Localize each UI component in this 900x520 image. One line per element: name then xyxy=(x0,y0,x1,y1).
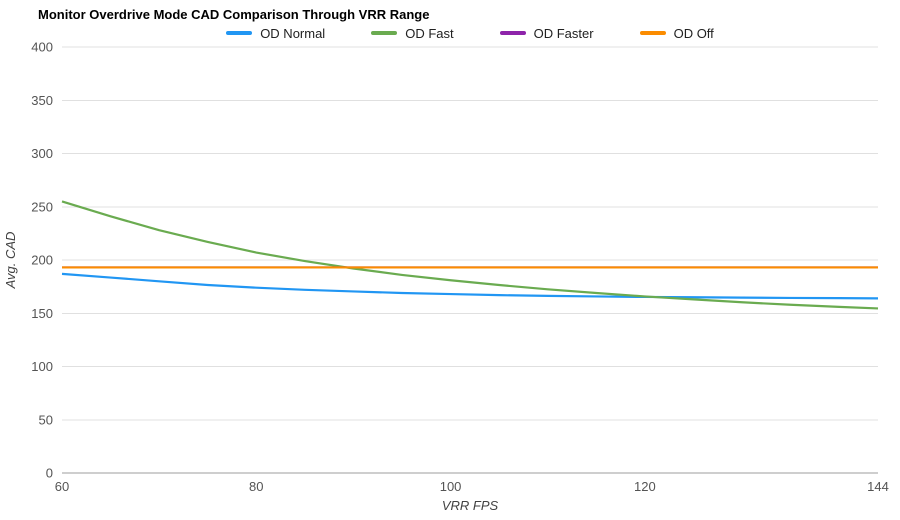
x-tick-label-80: 80 xyxy=(249,479,263,494)
legend-item-od-normal: OD Normal xyxy=(226,26,325,41)
y-tick-label-50: 50 xyxy=(39,412,53,427)
y-tick-label-150: 150 xyxy=(31,306,53,321)
x-tick-label-144: 144 xyxy=(867,479,889,494)
legend-label-od-normal: OD Normal xyxy=(260,25,326,41)
legend-swatch-od-fast xyxy=(371,31,398,35)
y-tick-label-0: 0 xyxy=(46,466,53,481)
y-tick-label-400: 400 xyxy=(31,40,53,55)
y-tick-label-250: 250 xyxy=(31,199,53,214)
x-axis-title: VRR FPS xyxy=(442,498,499,513)
x-tick-label-120: 120 xyxy=(634,479,656,494)
y-tick-label-300: 300 xyxy=(31,146,53,161)
y-tick-label-350: 350 xyxy=(31,93,53,108)
x-tick-label-60: 60 xyxy=(55,479,69,494)
legend-item-od-faster: OD Faster xyxy=(499,25,594,41)
y-axis-title: Avg. CAD xyxy=(3,232,18,290)
legend-swatch-od-faster xyxy=(499,31,526,35)
series-line-od-normal xyxy=(61,272,879,300)
series-line-od-fast xyxy=(61,200,879,310)
y-tick-label-100: 100 xyxy=(31,359,53,374)
legend-label-od-off: OD Off xyxy=(673,25,714,41)
legend-swatch-od-normal xyxy=(226,31,253,35)
legend-item-od-off: OD Off xyxy=(639,25,714,41)
legend-swatch-od-off xyxy=(639,31,666,35)
x-tick-label-100: 100 xyxy=(440,479,462,494)
legend-label-od-faster: OD Faster xyxy=(533,25,594,41)
legend-item-od-fast: OD Fast xyxy=(371,25,454,41)
legend: OD Normal OD Fast OD Faster OD Off xyxy=(62,24,878,42)
legend-label-od-fast: OD Fast xyxy=(405,25,454,41)
chart-title: Monitor Overdrive Mode CAD Comparison Th… xyxy=(38,7,430,22)
y-tick-label-200: 200 xyxy=(31,253,53,268)
